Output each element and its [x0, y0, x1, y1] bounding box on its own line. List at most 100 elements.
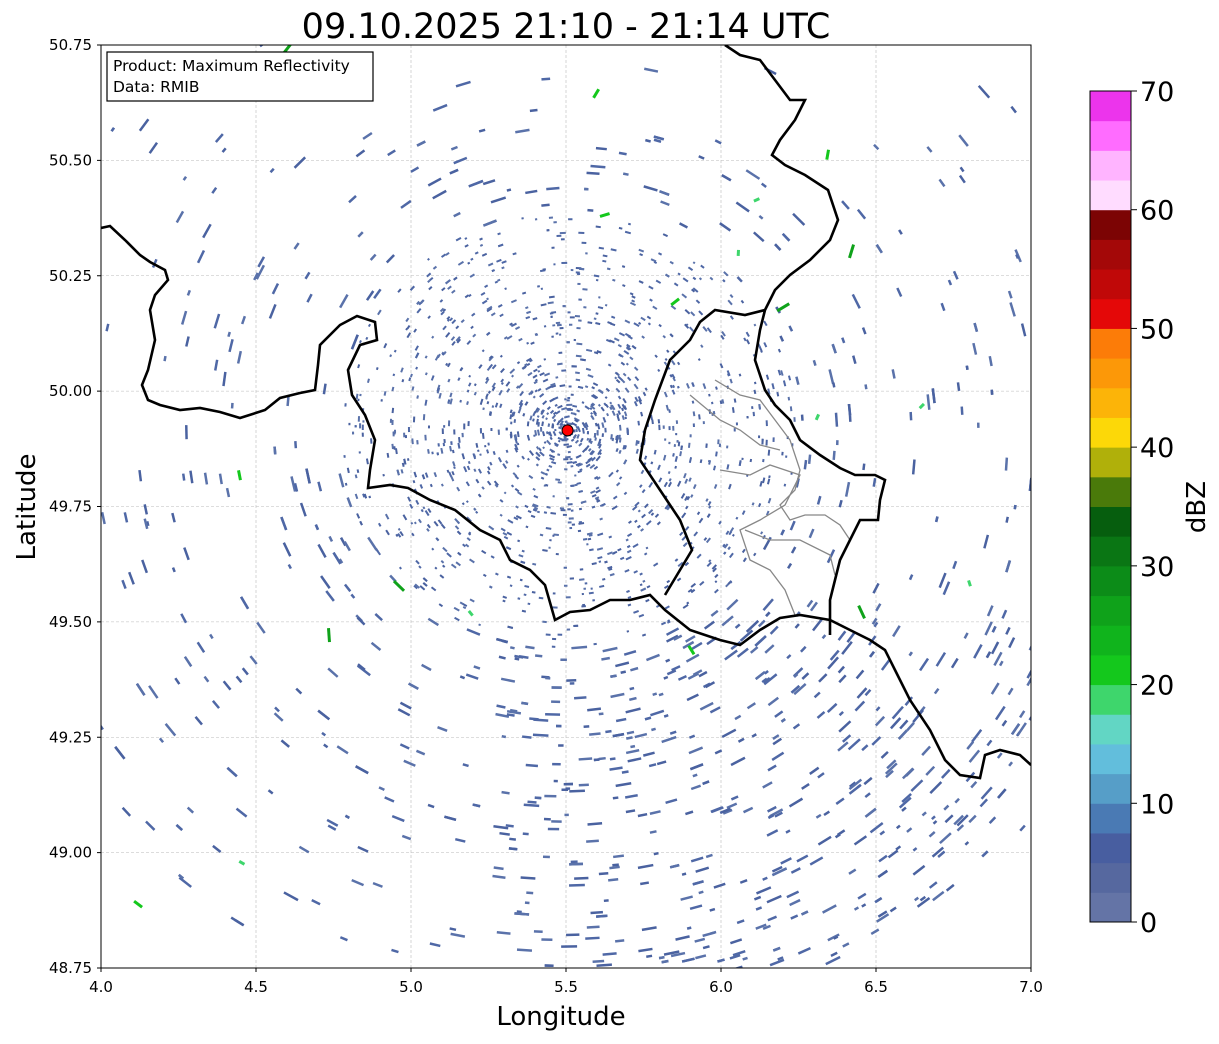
- radar-echo: [630, 744, 636, 749]
- radar-echo: [571, 523, 576, 526]
- radar-echo: [551, 460, 557, 465]
- radar-echo: [218, 37, 226, 45]
- radar-echo: [1079, 705, 1084, 712]
- radar-echo: [164, 723, 177, 737]
- radar-echo: [1059, 558, 1063, 563]
- radar-echo: [790, 867, 801, 874]
- radar-echo: [451, 289, 456, 294]
- radar-echo: [593, 642, 597, 646]
- radar-echo: [620, 670, 627, 674]
- radar-echo: [567, 311, 571, 314]
- radar-echo: [549, 409, 555, 414]
- radar-echo: [801, 910, 809, 916]
- radar-echo: [1149, 618, 1154, 626]
- radar-echo: [496, 930, 511, 935]
- radar-echo: [553, 221, 557, 224]
- radar-echo: [714, 588, 719, 594]
- radar-echo: [405, 327, 409, 331]
- radar-echo: [763, 342, 768, 348]
- radar-echo: [877, 869, 888, 879]
- radar-echo: [473, 383, 477, 387]
- radar-echo: [533, 368, 538, 373]
- radar-echo: [606, 267, 611, 271]
- radar-echo: [317, 709, 331, 721]
- radar-echo: [611, 315, 616, 319]
- radar-echo: [639, 253, 644, 257]
- radar-echo: [467, 460, 471, 465]
- colorbar-bin: [1090, 684, 1131, 715]
- radar-echo: [290, 476, 297, 492]
- radar-echo: [763, 669, 769, 675]
- radar-echo: [656, 760, 667, 766]
- figure-title: 09.10.2025 21:10 - 21:14 UTC: [302, 7, 831, 47]
- radar-echo: [352, 431, 355, 435]
- radar-echo: [707, 459, 711, 463]
- radar-echo: [879, 830, 886, 836]
- radar-echo: [767, 764, 777, 772]
- radar-echo: [670, 951, 686, 958]
- radar-echo: [602, 254, 608, 258]
- radar-echo: [552, 606, 558, 609]
- radar-echo: [489, 461, 493, 466]
- radar-echo: [838, 720, 852, 733]
- radar-echo: [523, 803, 540, 808]
- radar-echo: [363, 493, 368, 499]
- radar-echo: [710, 609, 719, 617]
- radar-echo: [666, 349, 670, 353]
- radar-echo: [729, 294, 734, 299]
- radar-echo: [535, 446, 540, 450]
- radar-echo: [848, 868, 857, 875]
- radar-echo: [592, 959, 605, 964]
- radar-echo: [880, 750, 889, 759]
- radar-echo: [532, 487, 536, 491]
- radar-echo: [698, 517, 704, 524]
- colorbar-bin: [1090, 328, 1131, 359]
- radar-echo: [383, 342, 388, 349]
- radar-echo: [934, 516, 939, 523]
- radar-echo: [5, 184, 10, 191]
- radar-echo: [503, 336, 508, 340]
- radar-echo: [601, 656, 611, 661]
- radar-echo: [293, 482, 299, 492]
- radar-echo: [542, 268, 546, 271]
- radar-echo: [664, 357, 668, 361]
- radar-echo: [552, 637, 557, 641]
- radar-echo: [570, 860, 578, 864]
- radar-echo: [525, 645, 535, 650]
- radar-echo: [370, 438, 373, 444]
- radar-echo: [724, 649, 738, 661]
- radar-echo: [524, 504, 529, 509]
- radar-echo: [240, 315, 247, 325]
- radar-echo: [736, 647, 749, 658]
- radar-echo: [613, 854, 625, 859]
- radar-echo: [587, 707, 602, 712]
- radar-echo: [410, 166, 420, 173]
- radar-echo: [536, 429, 541, 436]
- radar-echo: [592, 394, 599, 399]
- radar-echo: [138, 118, 150, 132]
- radar-echo: [492, 874, 506, 879]
- radar-echo: [515, 385, 520, 389]
- radar-echo: [581, 241, 587, 245]
- radar-echo: [517, 539, 521, 543]
- radar-echo: [695, 866, 710, 873]
- radar-echo: [762, 598, 774, 612]
- radar-echo: [480, 291, 486, 296]
- radar-echo: [546, 439, 552, 446]
- radar-echo: [492, 450, 496, 456]
- radar-echo: [512, 252, 517, 256]
- radar-echo: [293, 242, 300, 250]
- radar-echo: [648, 481, 654, 488]
- radar-echo: [486, 470, 491, 475]
- radar-echo: [609, 865, 620, 870]
- radar-echo: [729, 580, 733, 584]
- radar-echo: [573, 338, 576, 342]
- radar-echo: [539, 393, 545, 398]
- radar-echo: [550, 511, 557, 515]
- radar-echo: [578, 442, 583, 447]
- radar-echo: [559, 333, 562, 336]
- radar-echo: [663, 361, 668, 366]
- radar-echo: [380, 399, 383, 402]
- radar-echo: [391, 948, 399, 954]
